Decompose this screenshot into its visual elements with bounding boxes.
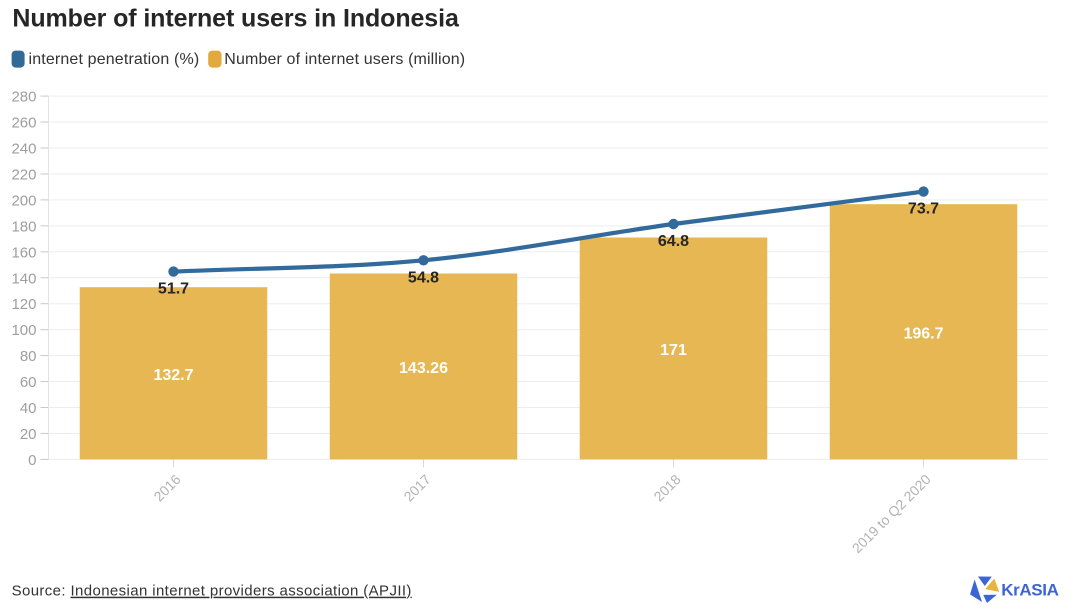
svg-text:Number of internet users in In: Number of internet users in Indonesia xyxy=(12,5,460,33)
svg-text:2019 to Q2 2020: 2019 to Q2 2020 xyxy=(849,471,934,556)
svg-text:Number of internet users (mill: Number of internet users (million) xyxy=(224,51,465,68)
svg-text:196.7: 196.7 xyxy=(903,325,943,342)
svg-text:2017: 2017 xyxy=(400,471,433,504)
svg-text:140: 140 xyxy=(11,270,36,287)
svg-text:60: 60 xyxy=(20,374,37,391)
svg-text:180: 180 xyxy=(11,218,36,235)
svg-text:KrASIA: KrASIA xyxy=(1001,581,1058,600)
svg-text:0: 0 xyxy=(28,452,36,469)
svg-text:240: 240 xyxy=(11,141,36,158)
svg-text:280: 280 xyxy=(11,89,36,106)
svg-text:73.7: 73.7 xyxy=(908,201,939,218)
svg-text:51.7: 51.7 xyxy=(158,281,189,298)
svg-text:200: 200 xyxy=(11,192,36,209)
svg-text:40: 40 xyxy=(20,400,37,417)
svg-text:internet penetration (%): internet penetration (%) xyxy=(29,51,200,68)
svg-text:2018: 2018 xyxy=(650,471,683,504)
svg-text:54.8: 54.8 xyxy=(408,269,439,286)
svg-text:120: 120 xyxy=(11,296,36,313)
svg-text:Source: Indonesian internet pr: Source: Indonesian internet providers as… xyxy=(12,583,412,600)
svg-text:64.8: 64.8 xyxy=(658,233,689,250)
svg-text:100: 100 xyxy=(11,322,36,339)
svg-text:80: 80 xyxy=(20,348,37,365)
svg-text:160: 160 xyxy=(11,244,36,261)
svg-text:132.7: 132.7 xyxy=(153,367,193,384)
svg-text:20: 20 xyxy=(20,426,37,443)
svg-text:171: 171 xyxy=(660,342,687,359)
svg-text:260: 260 xyxy=(11,115,36,132)
svg-text:220: 220 xyxy=(11,166,36,183)
svg-text:143.26: 143.26 xyxy=(399,360,448,377)
svg-text:2016: 2016 xyxy=(150,471,183,504)
